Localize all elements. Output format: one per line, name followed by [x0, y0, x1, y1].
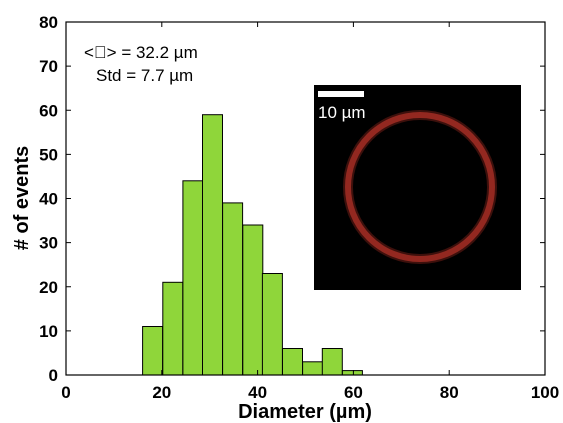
- x-tick-label: 100: [531, 383, 559, 402]
- y-tick-label: 10: [39, 322, 58, 341]
- inset-microscopy-image: 10 µm: [314, 85, 521, 290]
- inset-ring-glow: [343, 110, 497, 264]
- y-tick-label: 50: [39, 145, 58, 164]
- y-axis-title: # of events: [11, 146, 33, 250]
- histogram-bar-6: [261, 273, 283, 376]
- y-tick-label: 20: [39, 278, 58, 297]
- x-tick-label: 20: [152, 383, 171, 402]
- histogram-bar-8: [302, 361, 324, 376]
- x-axis-title: Diameter (µm): [238, 401, 372, 423]
- histogram-bar-9: [321, 348, 343, 376]
- histogram-bar-3: [202, 114, 223, 376]
- histogram-bar-10: [341, 370, 363, 376]
- scale-bar: [318, 91, 364, 97]
- x-axis: 0 20 40 60 80 100: [61, 22, 559, 402]
- histogram-bar-7: [282, 348, 303, 376]
- x-tick-label: 80: [440, 383, 459, 402]
- histogram-bars: [142, 114, 363, 376]
- histogram-bar-4: [222, 202, 244, 376]
- std-annotation: Std = 7.7 µm: [96, 66, 193, 85]
- y-tick-label: 0: [49, 366, 58, 385]
- mean-annotation: <⃠> = 32.2 µm: [84, 43, 198, 62]
- histogram-bar-0: [142, 326, 164, 376]
- y-tick-label: 30: [39, 234, 58, 253]
- y-tick-label: 60: [39, 101, 58, 120]
- x-tick-label: 40: [248, 383, 267, 402]
- histogram-bar-2: [182, 180, 204, 376]
- y-axis: 0 10 20 30 40 50 60 70 80: [39, 13, 545, 385]
- histogram-bar-1: [162, 281, 184, 376]
- x-tick-label: 0: [61, 383, 70, 402]
- scale-bar-label: 10 µm: [318, 103, 366, 122]
- x-tick-label: 60: [344, 383, 363, 402]
- y-tick-label: 70: [39, 57, 58, 76]
- y-tick-label: 40: [39, 190, 58, 209]
- y-tick-label: 80: [39, 13, 58, 32]
- histogram-bar-5: [242, 224, 264, 376]
